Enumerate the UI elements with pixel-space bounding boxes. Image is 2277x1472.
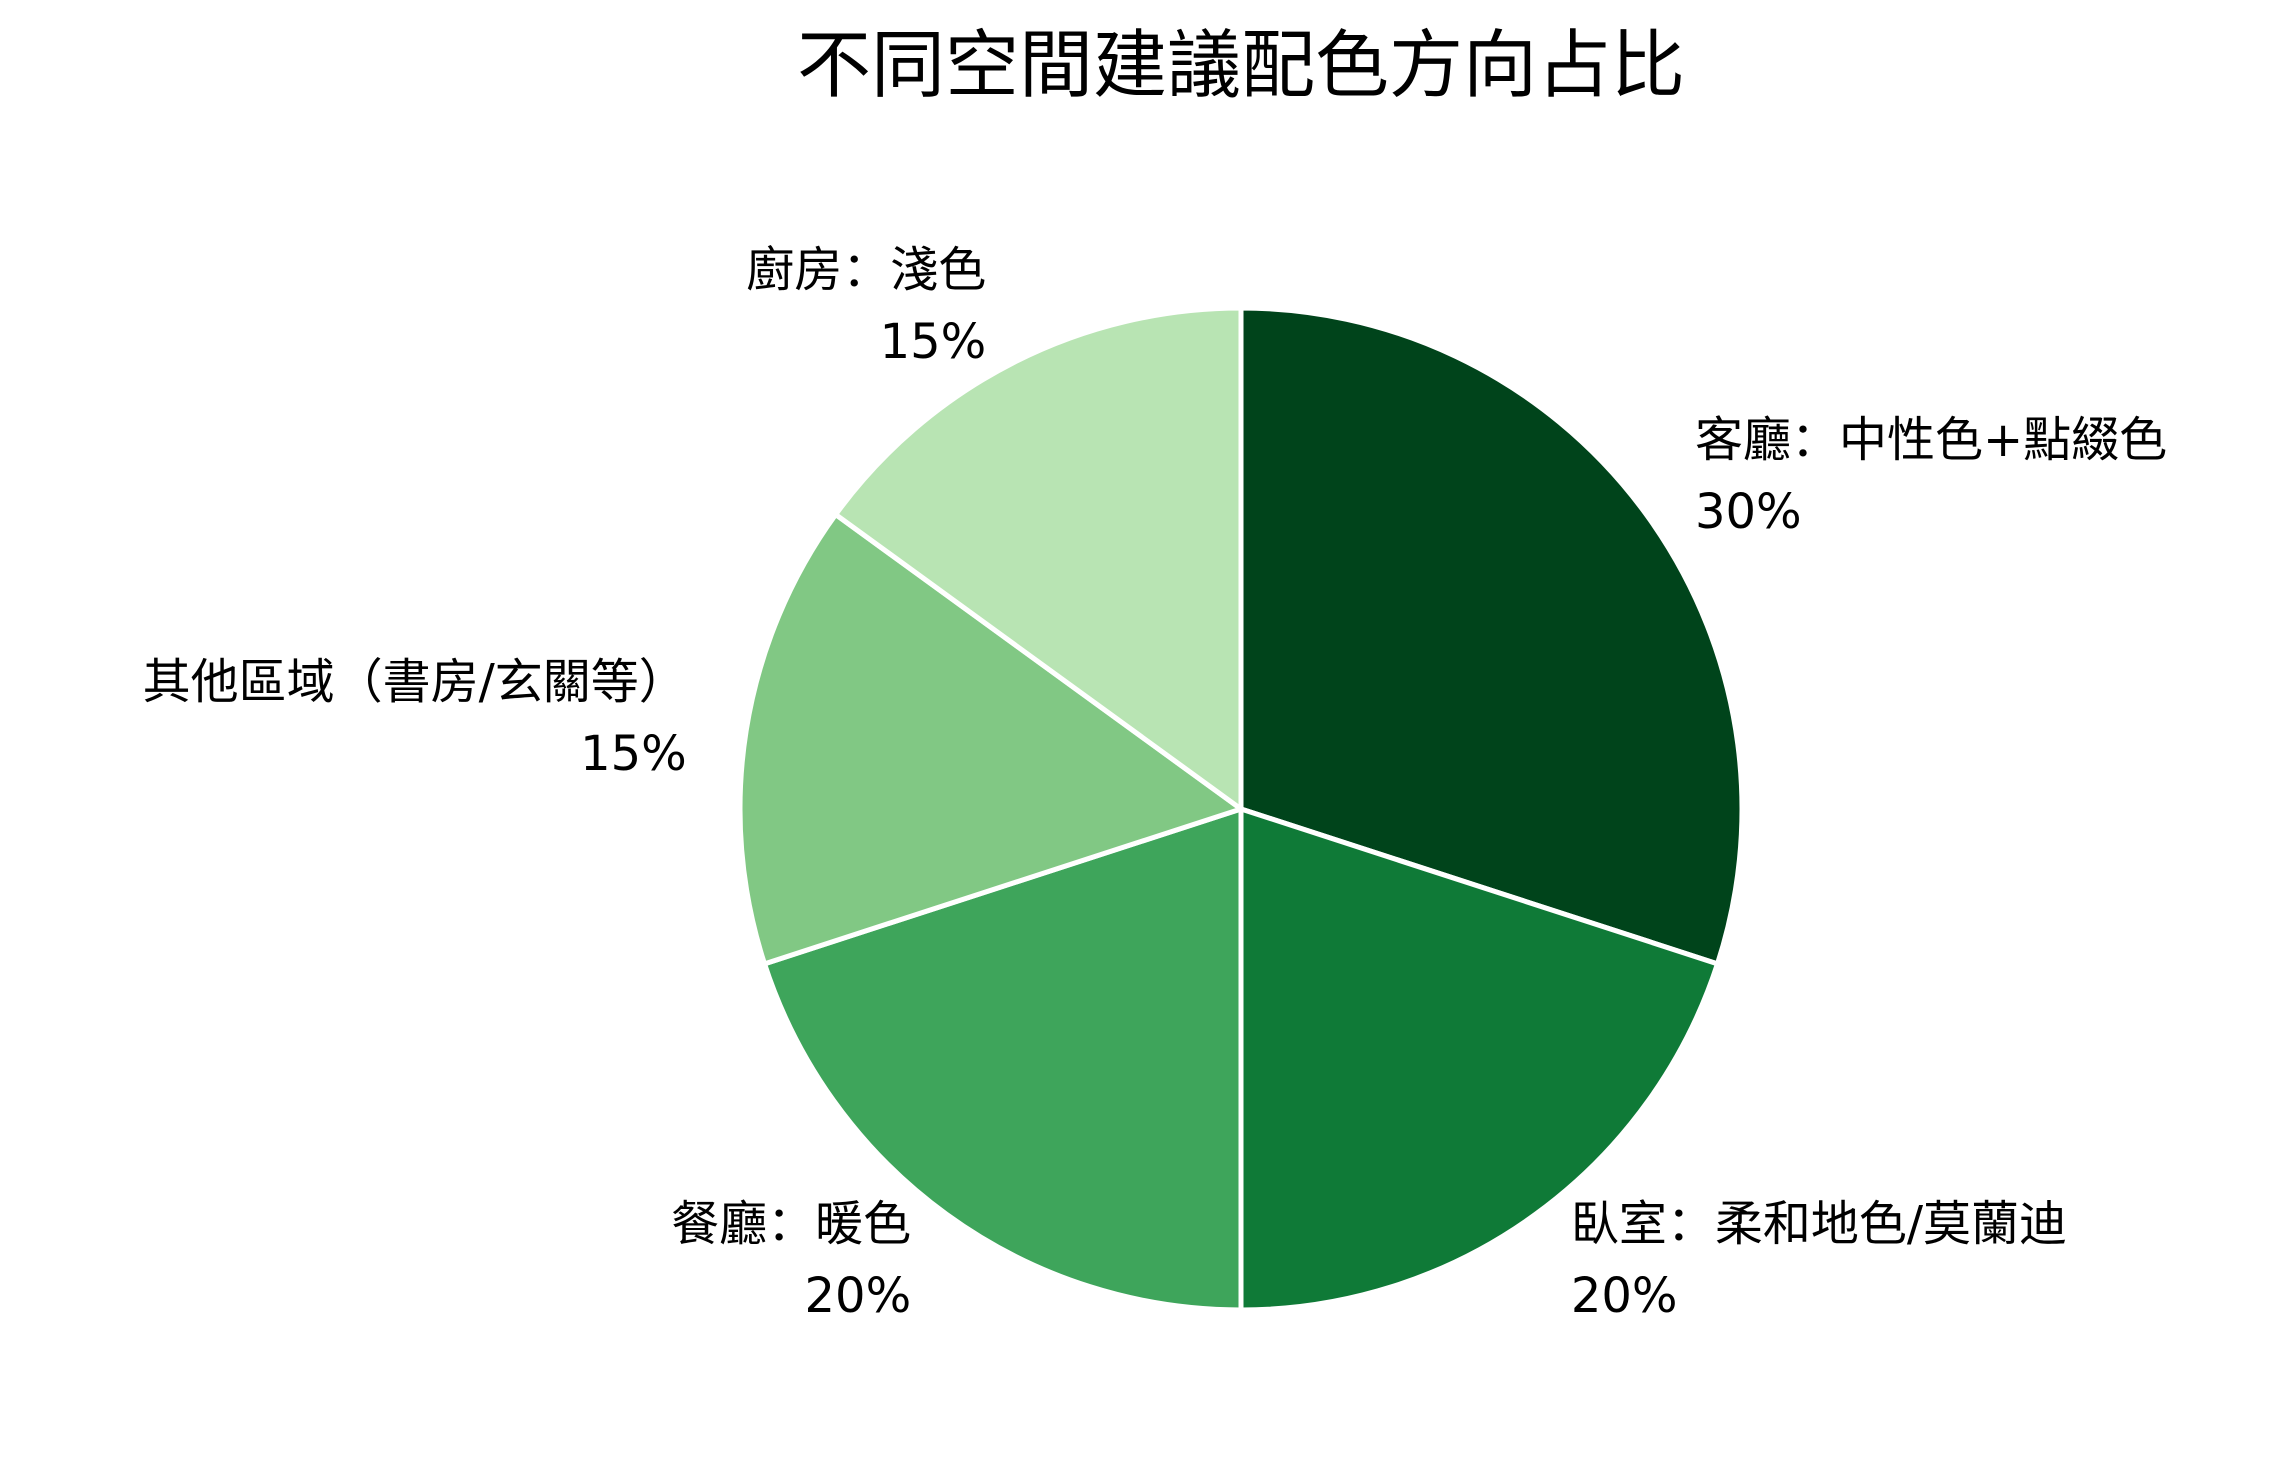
slice-label: 其他區域（書房/玄關等）: [143, 654, 687, 710]
value-label: 20%: [1571, 1268, 1678, 1324]
value-label: 15%: [580, 726, 687, 782]
value-label: 20%: [804, 1268, 911, 1324]
slice-label: 餐廳：暖色: [671, 1196, 911, 1252]
value-label: 15%: [880, 314, 987, 370]
value-label: 30%: [1695, 484, 1802, 540]
slice-label: 客廳：中性色+點綴色: [1695, 412, 2167, 468]
pie-slice: [737, 511, 1247, 967]
pie-slice: [761, 805, 1244, 1313]
pie-slice: [1238, 805, 1721, 1313]
pie-slice: [832, 305, 1244, 814]
chart-title: 不同空間建議配色方向占比: [797, 23, 1685, 109]
slice-label: 臥室：柔和地色/莫蘭迪: [1571, 1196, 2067, 1252]
slice-label: 廚房：淺色: [746, 242, 986, 298]
pie-slice: [1238, 305, 1745, 967]
